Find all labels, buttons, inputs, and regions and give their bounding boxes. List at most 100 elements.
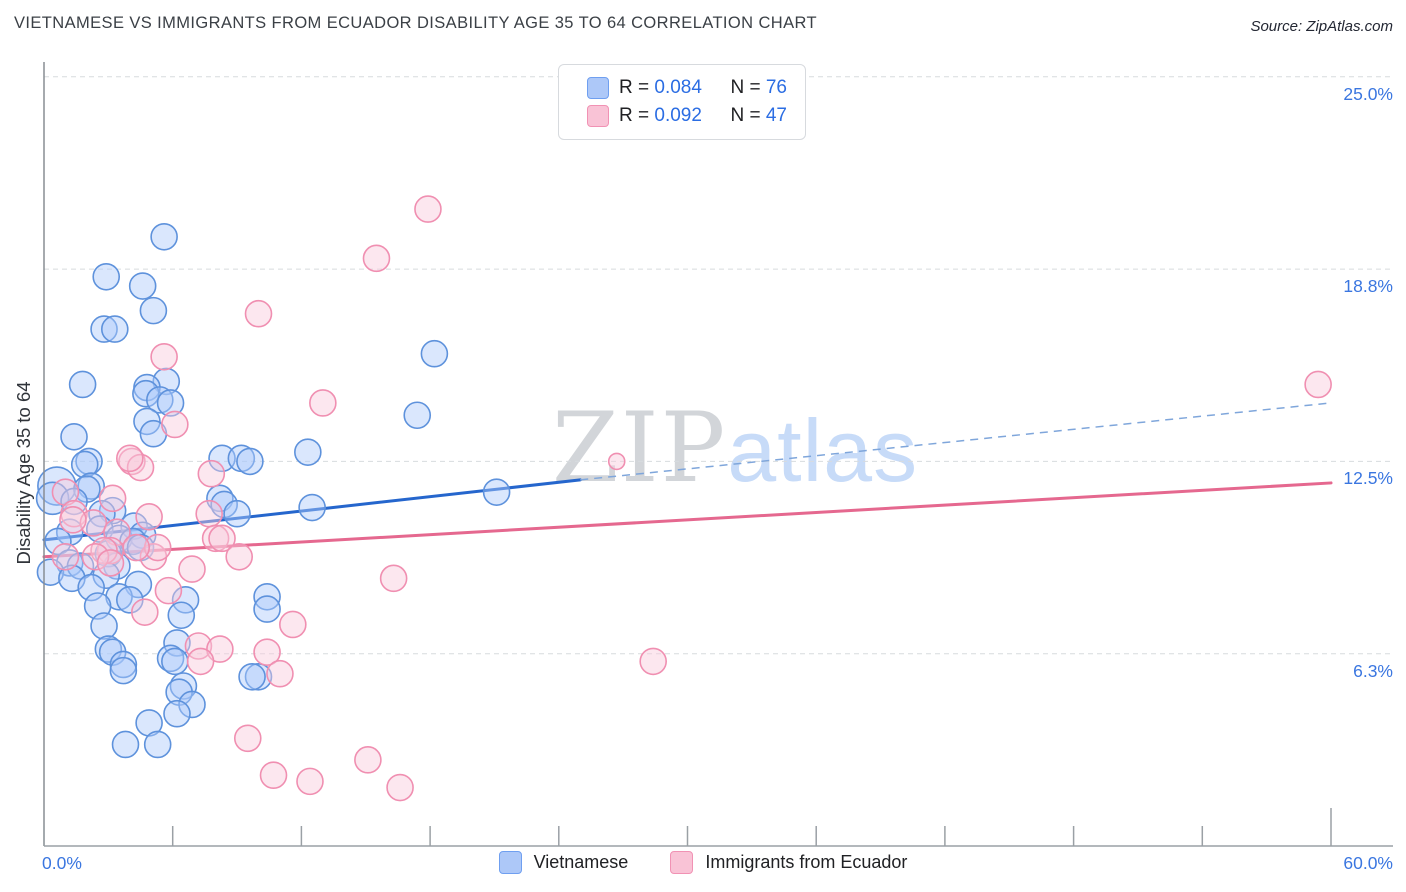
scatter-point-ecuador[interactable] xyxy=(386,773,414,802)
x-axis-min-label: 0.0% xyxy=(42,853,82,873)
n-label: N = xyxy=(719,105,766,126)
scatter-point-vietnamese[interactable] xyxy=(139,296,168,325)
scatter-point-vietnamese[interactable] xyxy=(238,662,266,691)
scatter-point-ecuador[interactable] xyxy=(266,659,294,688)
scatter-point-vietnamese[interactable] xyxy=(37,466,77,506)
n-label: N = xyxy=(719,77,766,98)
scatter-point-vietnamese[interactable] xyxy=(171,586,200,614)
scatter-point-vietnamese[interactable] xyxy=(143,730,172,759)
y-tick-label: 18.8% xyxy=(1343,276,1393,297)
scatter-point-ecuador[interactable] xyxy=(639,647,667,676)
scatter-point-vietnamese[interactable] xyxy=(482,478,511,506)
scatter-point-ecuador[interactable] xyxy=(79,509,108,537)
scatter-point-vietnamese[interactable] xyxy=(161,647,189,676)
scatter-point-vietnamese[interactable] xyxy=(77,472,105,500)
scatter-point-vietnamese[interactable] xyxy=(92,262,121,291)
scatter-point-vietnamese[interactable] xyxy=(132,379,160,408)
scatter-point-ecuador[interactable] xyxy=(233,724,262,753)
scatter-point-ecuador[interactable] xyxy=(208,524,236,553)
scatter-point-ecuador[interactable] xyxy=(253,638,281,666)
scatter-point-ecuador[interactable] xyxy=(279,610,307,639)
scatter-point-vietnamese[interactable] xyxy=(298,493,326,522)
scatter-point-vietnamese[interactable] xyxy=(223,499,251,528)
ecuador-swatch-icon xyxy=(587,105,609,127)
scatter-point-ecuador[interactable] xyxy=(414,195,442,223)
scatter-point-vietnamese[interactable] xyxy=(75,447,103,476)
scatter-point-vietnamese[interactable] xyxy=(178,690,206,719)
scatter-point-ecuador[interactable] xyxy=(244,299,273,328)
scatter-point-ecuador[interactable] xyxy=(197,459,226,488)
series-legend: Vietnamese Immigrants from Ecuador xyxy=(0,851,1406,874)
scatter-point-vietnamese[interactable] xyxy=(77,573,105,602)
scatter-point-vietnamese[interactable] xyxy=(60,422,88,451)
scatter-point-vietnamese[interactable] xyxy=(146,386,174,414)
scatter-point-ecuador[interactable] xyxy=(154,576,183,605)
r-label: R = xyxy=(619,105,655,126)
scatter-point-vietnamese[interactable] xyxy=(236,447,264,476)
y-axis-title: Disability Age 35 to 64 xyxy=(13,381,34,565)
scatter-point-vietnamese[interactable] xyxy=(420,339,449,368)
scatter-point-vietnamese[interactable] xyxy=(163,699,191,728)
scatter-point-vietnamese[interactable] xyxy=(109,650,138,679)
scatter-point-vietnamese[interactable] xyxy=(111,730,140,759)
scatter-point-vietnamese[interactable] xyxy=(403,401,432,430)
scatter-point-vietnamese[interactable] xyxy=(68,370,97,399)
legend-item-vietnamese[interactable]: Vietnamese xyxy=(498,851,628,874)
scatter-point-ecuador[interactable] xyxy=(122,533,151,562)
scatter-point-ecuador[interactable] xyxy=(81,542,110,571)
scatter-point-vietnamese[interactable] xyxy=(150,222,178,251)
scatter-point-ecuador[interactable] xyxy=(51,478,80,506)
scatter-point-ecuador[interactable] xyxy=(116,444,144,473)
scatter-point-ecuador[interactable] xyxy=(309,389,337,417)
scatter-point-ecuador[interactable] xyxy=(96,549,125,577)
scatter-point-vietnamese[interactable] xyxy=(208,444,236,473)
scatter-point-vietnamese[interactable] xyxy=(167,601,196,630)
scatter-point-vietnamese[interactable] xyxy=(244,662,273,691)
n-value-ecuador: 47 xyxy=(765,105,787,126)
scatter-point-vietnamese[interactable] xyxy=(90,612,118,640)
vietnamese-swatch-icon xyxy=(498,851,522,874)
scatter-point-ecuador[interactable] xyxy=(379,564,408,593)
scatter-point-vietnamese[interactable] xyxy=(109,656,138,685)
scatter-point-ecuador[interactable] xyxy=(206,635,234,663)
scatter-point-vietnamese[interactable] xyxy=(135,709,163,737)
scatter-point-ecuador[interactable] xyxy=(354,746,382,774)
scatter-point-ecuador[interactable] xyxy=(1304,370,1332,399)
scatter-point-vietnamese[interactable] xyxy=(90,315,118,343)
scatter-point-ecuador[interactable] xyxy=(296,767,324,796)
scatter-point-vietnamese[interactable] xyxy=(133,407,161,436)
legend-row-vietnamese: R = 0.084 N = 76 xyxy=(587,74,787,102)
scatter-point-ecuador[interactable] xyxy=(126,453,155,482)
legend-item-ecuador[interactable]: Immigrants from Ecuador xyxy=(670,851,907,874)
scatter-point-ecuador[interactable] xyxy=(131,598,159,626)
scatter-point-ecuador[interactable] xyxy=(51,542,80,571)
scatter-point-ecuador[interactable] xyxy=(362,244,391,273)
correlation-legend-box: R = 0.084 N = 76 R = 0.092 N = 47 xyxy=(558,64,806,140)
scatter-point-ecuador[interactable] xyxy=(161,410,189,439)
scatter-point-ecuador[interactable] xyxy=(150,342,178,371)
scatter-point-ecuador[interactable] xyxy=(186,647,215,676)
scatter-point-ecuador[interactable] xyxy=(178,555,206,583)
scatter-point-ecuador[interactable] xyxy=(98,484,127,513)
scatter-point-ecuador[interactable] xyxy=(59,506,87,534)
scatter-point-vietnamese[interactable] xyxy=(156,644,185,673)
scatter-point-ecuador[interactable] xyxy=(225,542,253,571)
scatter-point-vietnamese[interactable] xyxy=(253,595,281,623)
scatter-point-ecuador[interactable] xyxy=(259,761,288,790)
scatter-point-vietnamese[interactable] xyxy=(294,438,322,466)
chart-title: VIETNAMESE VS IMMIGRANTS FROM ECUADOR DI… xyxy=(14,14,817,32)
scatter-point-vietnamese[interactable] xyxy=(156,389,185,417)
scatter-point-vietnamese[interactable] xyxy=(100,315,129,343)
scatter-point-vietnamese[interactable] xyxy=(128,272,157,300)
scatter-point-ecuador[interactable] xyxy=(195,499,223,528)
scatter-point-ecuador[interactable] xyxy=(201,524,230,553)
scatter-point-vietnamese[interactable] xyxy=(70,450,99,479)
trend-line-ecuador xyxy=(42,481,1333,559)
scatter-point-vietnamese[interactable] xyxy=(124,570,153,599)
scatter-point-ecuador[interactable] xyxy=(607,452,626,471)
scatter-point-ecuador[interactable] xyxy=(143,533,172,562)
scatter-point-vietnamese[interactable] xyxy=(44,527,72,556)
scatter-point-ecuador[interactable] xyxy=(135,502,163,531)
